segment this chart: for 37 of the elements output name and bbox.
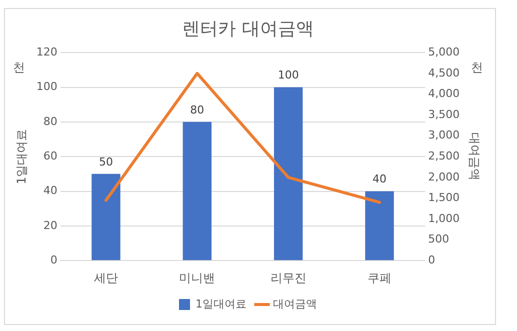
y2-axis-title: 대여금액 xyxy=(468,132,482,181)
y-tick-label: 120 xyxy=(36,45,58,58)
y2-tick-label: 2,000 xyxy=(428,170,460,184)
data-label: 100 xyxy=(278,68,299,82)
bar xyxy=(92,174,120,260)
data-label: 50 xyxy=(98,155,113,168)
text: 천 xyxy=(471,60,483,75)
bar xyxy=(365,191,394,260)
text: 천 xyxy=(13,60,25,75)
y2-tick-label: 0 xyxy=(428,253,436,266)
y-tick-label: 60 xyxy=(43,149,58,162)
bar xyxy=(274,87,303,260)
y2-tick-label: 1,000 xyxy=(428,212,460,225)
y2-tick-label: 500 xyxy=(428,232,450,246)
y2-tick-label: 2,500 xyxy=(428,149,460,162)
y2-tick-label: 3,000 xyxy=(428,128,460,142)
y-tick-label: 20 xyxy=(43,218,58,232)
x-tick-label: 세단 xyxy=(94,270,118,285)
legend-label: 대여금액 xyxy=(273,297,317,310)
data-label: 40 xyxy=(372,172,387,186)
y-tick-label: 40 xyxy=(43,184,58,198)
chart-title: 렌터카 대여금액 xyxy=(182,18,314,40)
bar xyxy=(182,122,212,260)
y-tick-label: 80 xyxy=(43,114,58,128)
y2-tick-label: 4,000 xyxy=(428,87,460,100)
x-tick-label: 리무진 xyxy=(270,270,306,285)
y2-tick-label: 5,000 xyxy=(428,45,460,58)
data-label: 80 xyxy=(190,103,204,116)
y-axis-title: 1일대여료 xyxy=(14,128,28,184)
x-tick-label: 미니밴 xyxy=(179,270,216,285)
x-tick-label: 쿠페 xyxy=(368,270,392,285)
legend-label: 1일대여료 xyxy=(196,297,246,310)
y2-tick-label: 3,500 xyxy=(428,108,460,121)
y-tick-label: 0 xyxy=(50,253,58,266)
y-tick-label: 100 xyxy=(36,80,58,94)
y2-tick-label: 1,500 xyxy=(428,191,460,204)
y2-tick-label: 4,500 xyxy=(428,66,460,80)
